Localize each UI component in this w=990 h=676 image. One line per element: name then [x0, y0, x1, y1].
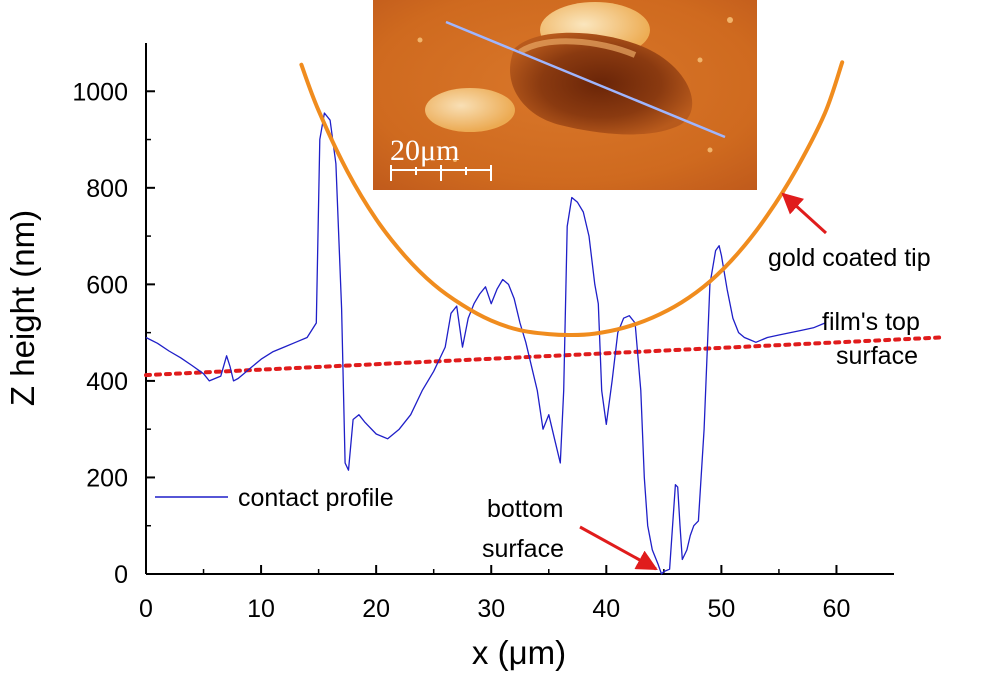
film-top-surface-line — [144, 335, 942, 378]
legend-label-contact-profile: contact profile — [238, 484, 394, 512]
tip-annotation: gold coated tip — [768, 244, 931, 272]
y-tick-label: 600 — [86, 271, 128, 299]
x-tick-label: 10 — [247, 595, 275, 623]
y-tick-label: 800 — [86, 175, 128, 203]
y-tick-label: 0 — [114, 561, 128, 589]
x-tick-label: 40 — [592, 595, 620, 623]
film-annotation-line2: surface — [836, 342, 918, 370]
axes — [145, 43, 894, 575]
bottom-annotation-line2: surface — [482, 535, 564, 563]
y-axis-title: Z height (nm) — [4, 210, 41, 406]
gold-tip-curve — [299, 60, 845, 338]
tip-arrow — [781, 192, 828, 235]
film-annotation-line1: film's top — [822, 308, 920, 336]
y-tick-label: 200 — [86, 464, 128, 492]
inset-scan-line — [445, 20, 726, 139]
x-tick-label: 0 — [139, 595, 153, 623]
x-tick-label: 50 — [707, 595, 735, 623]
y-tick-label: 400 — [86, 368, 128, 396]
y-tick-label: 1000 — [72, 78, 128, 106]
afm-inset-image: 20μm — [373, 0, 757, 190]
x-tick-label: 30 — [477, 595, 505, 623]
inset-scale-label: 20μm — [390, 134, 459, 167]
bottom-arrow — [579, 525, 658, 571]
legend: contact profile — [155, 484, 394, 512]
contact-profile-line — [145, 112, 826, 575]
inset-scale-bar — [390, 165, 492, 181]
bottom-annotation-line1: bottom — [487, 495, 563, 523]
x-axis-title: x (μm) — [472, 634, 566, 671]
x-tick-label: 60 — [823, 595, 851, 623]
x-tick-label: 20 — [362, 595, 390, 623]
